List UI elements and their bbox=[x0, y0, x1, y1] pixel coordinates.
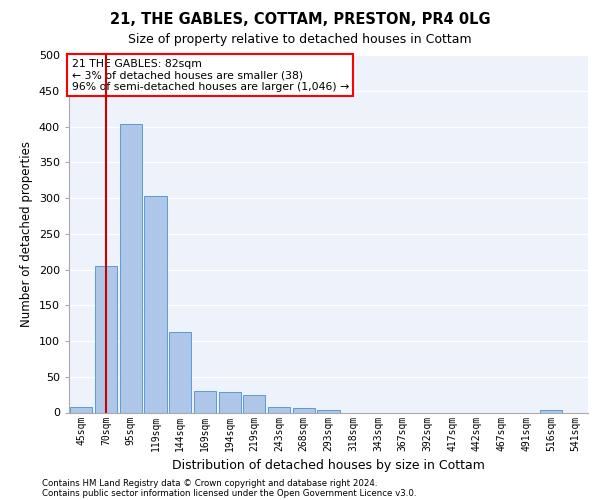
Bar bbox=[540, 410, 562, 412]
Bar bbox=[293, 408, 315, 412]
Bar bbox=[194, 391, 216, 412]
Text: Size of property relative to detached houses in Cottam: Size of property relative to detached ho… bbox=[128, 32, 472, 46]
Bar bbox=[119, 124, 142, 412]
Bar bbox=[268, 408, 290, 412]
Text: 21, THE GABLES, COTTAM, PRESTON, PR4 0LG: 21, THE GABLES, COTTAM, PRESTON, PR4 0LG bbox=[110, 12, 490, 28]
Bar bbox=[317, 410, 340, 412]
Text: Contains public sector information licensed under the Open Government Licence v3: Contains public sector information licen… bbox=[42, 488, 416, 498]
Bar bbox=[169, 332, 191, 412]
Text: Contains HM Land Registry data © Crown copyright and database right 2024.: Contains HM Land Registry data © Crown c… bbox=[42, 478, 377, 488]
X-axis label: Distribution of detached houses by size in Cottam: Distribution of detached houses by size … bbox=[172, 459, 485, 472]
Bar bbox=[218, 392, 241, 412]
Bar bbox=[145, 196, 167, 412]
Bar bbox=[243, 394, 265, 412]
Text: 21 THE GABLES: 82sqm
← 3% of detached houses are smaller (38)
96% of semi-detach: 21 THE GABLES: 82sqm ← 3% of detached ho… bbox=[71, 58, 349, 92]
Bar bbox=[70, 407, 92, 412]
Y-axis label: Number of detached properties: Number of detached properties bbox=[20, 141, 33, 327]
Bar bbox=[95, 266, 117, 412]
